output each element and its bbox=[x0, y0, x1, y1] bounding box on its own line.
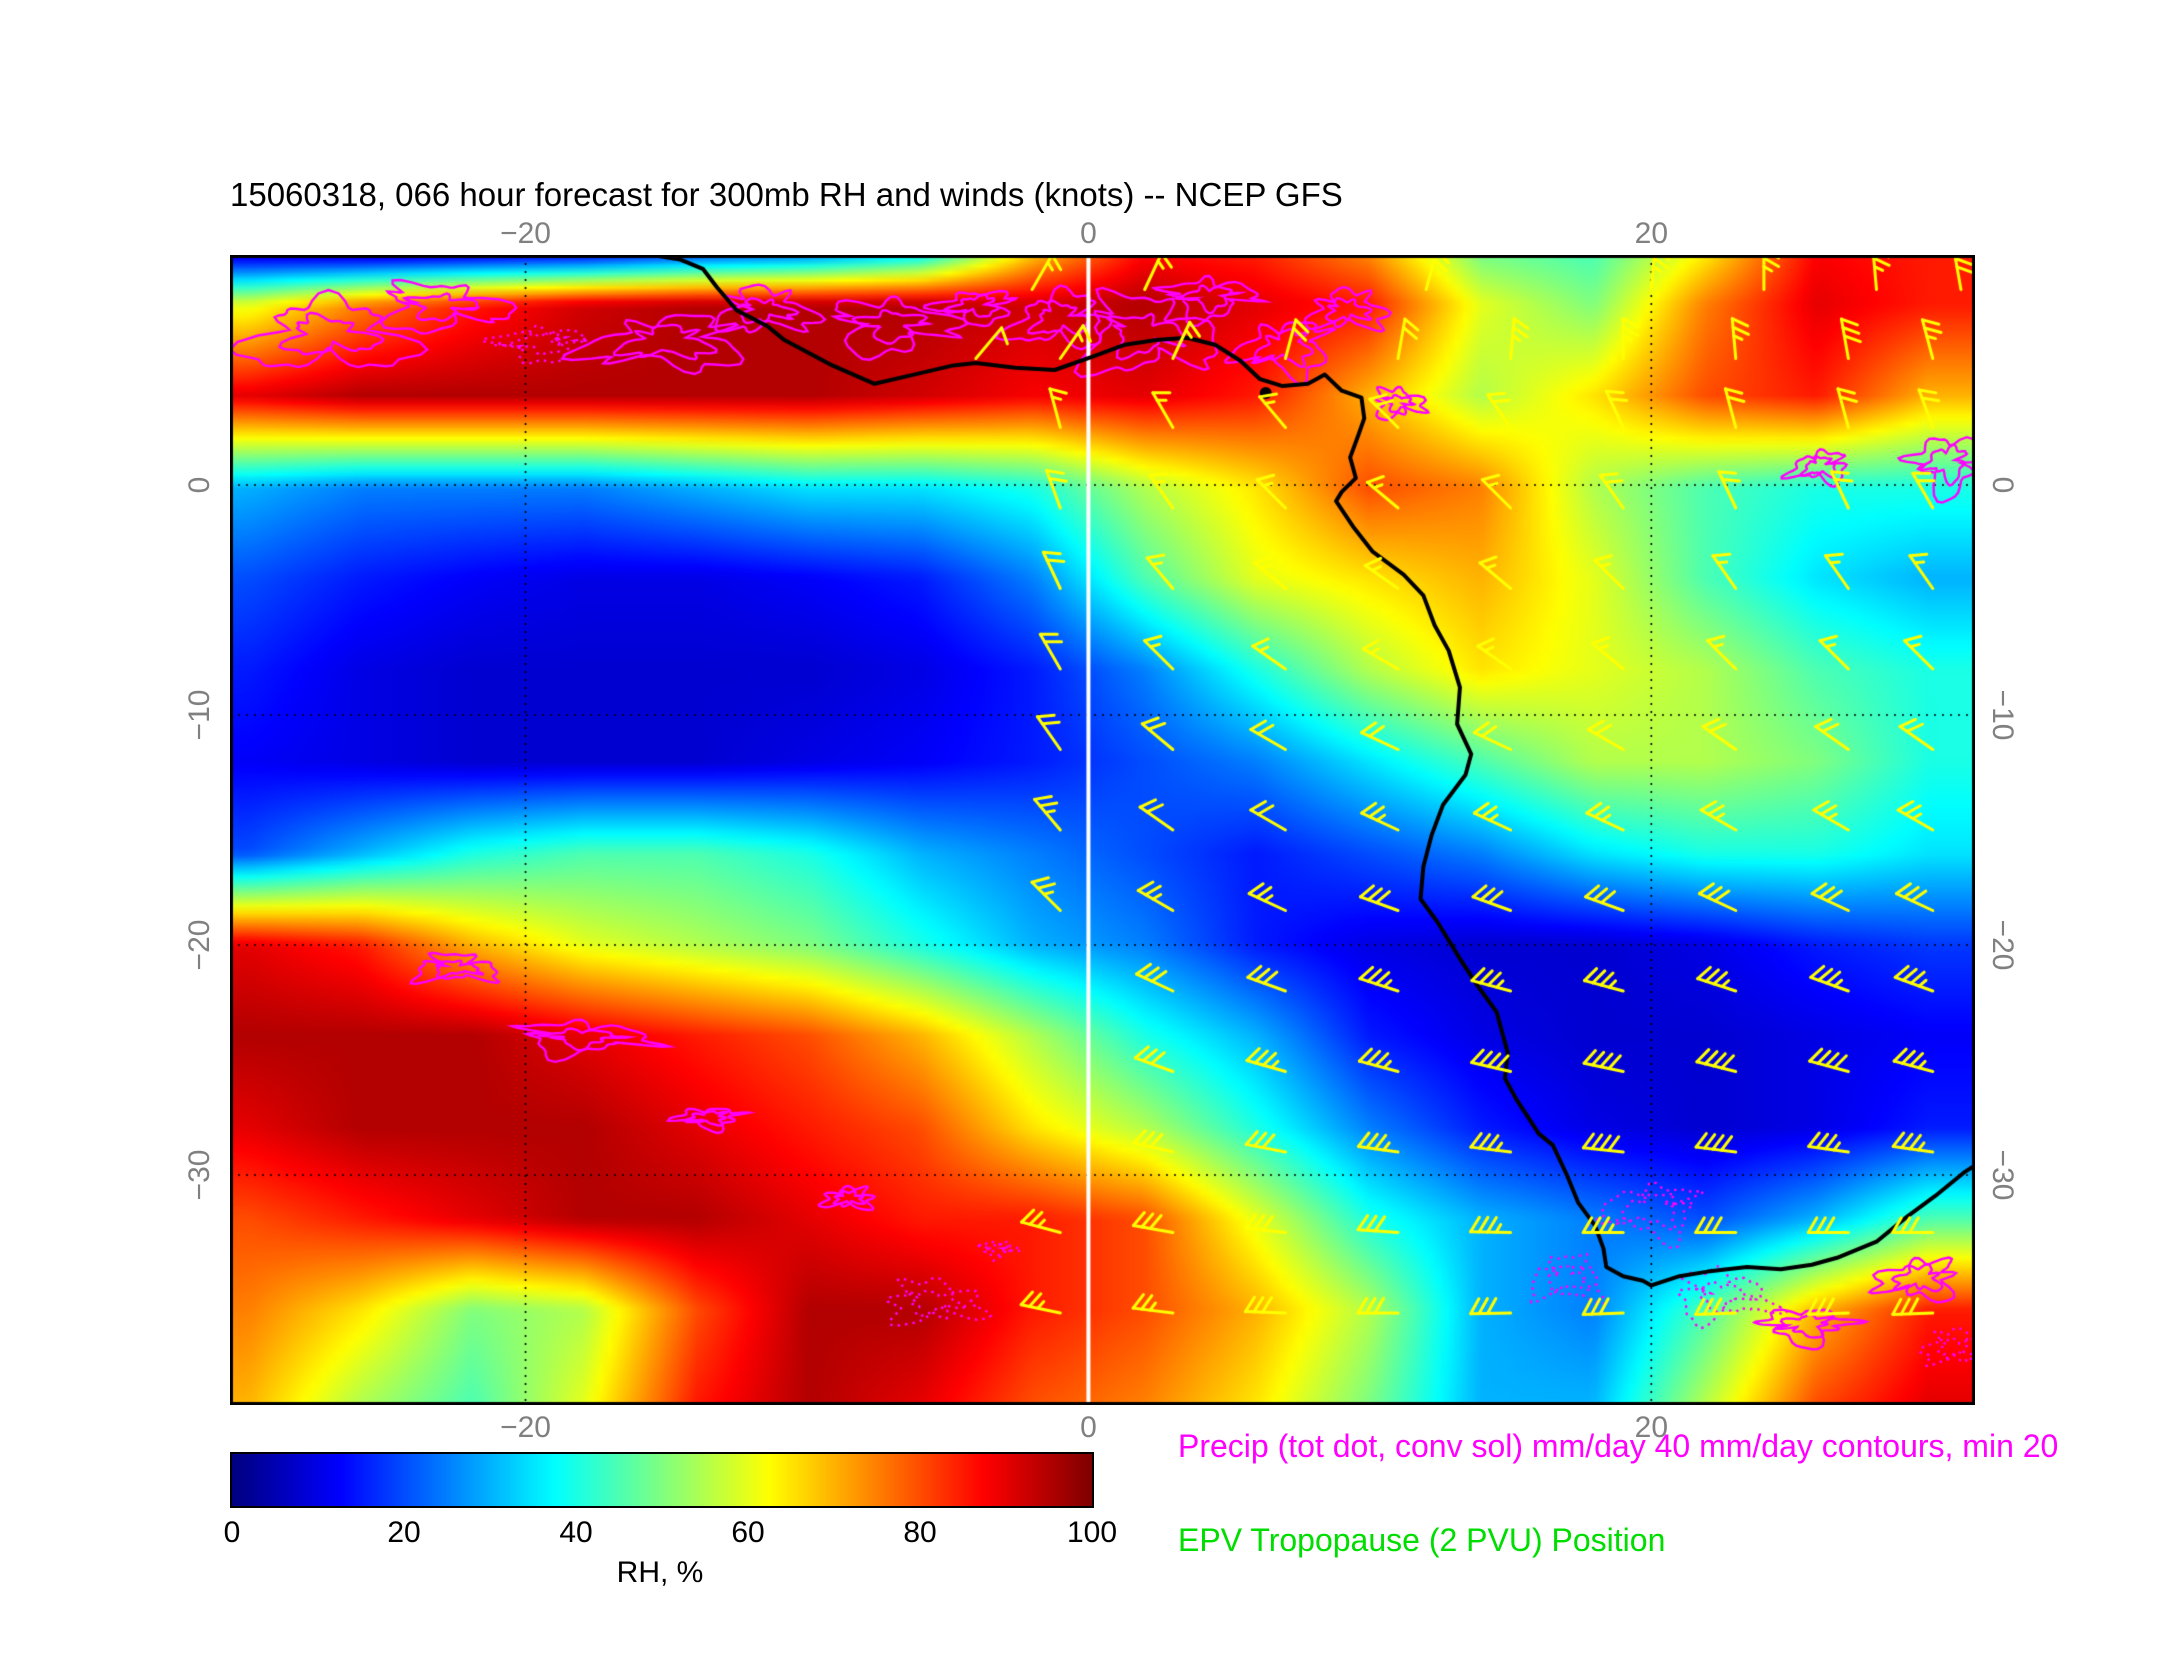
lat-tick-label-right: 0 bbox=[1986, 476, 2019, 494]
lat-tick-label-right: −10 bbox=[1986, 689, 2019, 741]
lon-tick-label-top: 20 bbox=[1634, 217, 1669, 250]
lon-tick-label-bottom: 20 bbox=[1634, 1411, 1669, 1444]
legend-epv-text: EPV Tropopause (2 PVU) Position bbox=[1178, 1522, 1666, 1558]
lat-tick-label-left: −10 bbox=[183, 689, 216, 741]
lat-tick-label-left: 0 bbox=[183, 476, 216, 494]
lon-tick-label-bottom: −20 bbox=[500, 1411, 551, 1444]
legend-precip-text: Precip (tot dot, conv sol) mm/day 40 mm/… bbox=[1178, 1428, 2059, 1464]
lat-tick-label-left: −20 bbox=[183, 919, 216, 971]
colorbar-tick-label: 60 bbox=[731, 1516, 765, 1549]
lon-tick-label-top: −20 bbox=[500, 217, 551, 250]
lat-tick-label-right: −20 bbox=[1986, 919, 2019, 971]
colorbar-tick-label: 80 bbox=[903, 1516, 937, 1549]
lat-tick-label-left: −30 bbox=[183, 1149, 216, 1201]
colorbar-tick-label: 0 bbox=[223, 1516, 241, 1549]
lon-tick-label-bottom: 0 bbox=[1080, 1411, 1097, 1444]
colorbar-tick-label: 40 bbox=[559, 1516, 593, 1549]
colorbar-canvas bbox=[230, 1452, 1094, 1508]
colorbar-label: RH, % bbox=[616, 1556, 704, 1589]
colorbar-tick-label: 100 bbox=[1066, 1516, 1118, 1549]
chart-title: 15060318, 066 hour forecast for 300mb RH… bbox=[230, 176, 1343, 213]
colorbar-tick-label: 20 bbox=[387, 1516, 421, 1549]
map-canvas bbox=[230, 255, 1975, 1405]
lon-tick-label-top: 0 bbox=[1080, 217, 1097, 250]
lat-tick-label-right: −30 bbox=[1986, 1149, 2019, 1201]
